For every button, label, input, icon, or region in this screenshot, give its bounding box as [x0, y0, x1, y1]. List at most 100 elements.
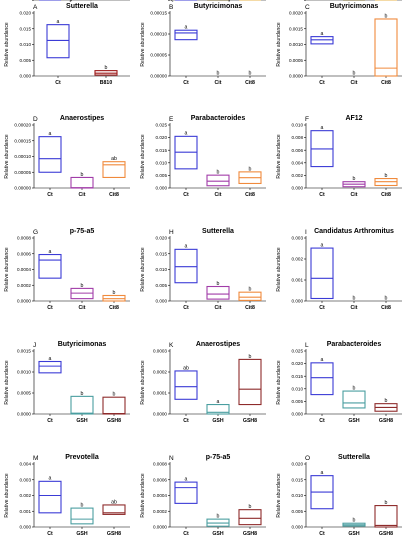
chart-title: AF12: [345, 115, 362, 122]
y-tick-label: 0.010: [292, 493, 304, 498]
y-axis-label: Relative abundance: [0, 0, 22, 2]
x-tick-label: Ct: [319, 531, 325, 537]
y-tick-label: 0.0006: [153, 477, 167, 482]
y-axis-label: Relative abundance: [4, 473, 10, 517]
x-tick-label: GSH8: [379, 531, 393, 537]
panel-letter: H: [169, 229, 174, 236]
y-tick-label: 0.001: [20, 509, 32, 514]
y-tick-label: 0.000: [20, 525, 32, 530]
significance-letter: a: [321, 31, 324, 37]
significance-letter: a: [321, 470, 324, 476]
x-tick-label: Cit8: [245, 305, 255, 311]
box-ct: [38, 136, 62, 173]
y-tick-label: 0.00010: [150, 0, 167, 1]
y-tick-label: 0.0000: [289, 74, 303, 79]
y-tick-label: 0.0010: [289, 42, 303, 47]
panel-i: I Candidatus Arthromitus Relative abundanc…: [276, 228, 402, 311]
x-tick-label: MT: [214, 0, 222, 2]
significance-letter: a: [49, 0, 52, 2]
panel-p: P Butyricimonas Relative abundance0.00000.…: [0, 0, 130, 2]
y-tick-label: 0.0006: [17, 251, 31, 256]
y-axis-label: Relative abundance: [140, 247, 146, 291]
significance-letter: b: [385, 296, 388, 302]
panel-q: QAnaerostipesRelative abundance0.000000.…: [0, 0, 266, 2]
x-tick-label: Ct: [183, 0, 189, 2]
box-gsh: [206, 403, 230, 415]
significance-letter: b: [353, 296, 356, 302]
significance-letter: a: [185, 0, 188, 2]
y-tick-label: 0.00005: [150, 53, 167, 58]
significance-letter: a: [49, 131, 52, 137]
y-tick-label: 0.000: [156, 299, 168, 304]
y-tick-label: 0.010: [156, 160, 168, 165]
significance-letter: a: [185, 25, 188, 31]
y-tick-label: 0.0005: [17, 0, 31, 1]
x-tick-label: Cit8: [381, 80, 391, 86]
significance-letter: b: [385, 13, 388, 19]
y-tick-label: 0.025: [292, 349, 304, 354]
y-tick-label: 0.0008: [153, 462, 167, 467]
y-tick-label: 0.000: [292, 412, 304, 417]
y-tick-label: 0.0003: [153, 349, 167, 354]
significance-letter: a: [185, 244, 188, 250]
x-tick-label: GSH: [348, 531, 359, 537]
panel-letter: N: [169, 455, 174, 462]
y-tick-label: 0.00004: [286, 0, 303, 1]
x-tick-label: Cit8: [245, 192, 255, 198]
box-ct: [174, 370, 198, 400]
significance-letter: b: [249, 504, 252, 510]
significance-letter: b: [249, 287, 252, 293]
y-tick-label: 0.020: [156, 236, 168, 241]
y-tick-label: 0.00008: [286, 0, 303, 1]
y-tick-label: 0.00020: [14, 123, 31, 128]
y-tick-label: 0.000: [292, 299, 304, 304]
y-tick-label: 0.00006: [286, 0, 303, 1]
x-tick-label: B810: [100, 80, 113, 86]
x-tick-label: GSH: [212, 418, 223, 424]
panel-letter: Q: [169, 0, 174, 2]
y-tick-label: 0.020: [20, 11, 32, 16]
panel-h: H Sutterella Relative abundance 0.000 0.005 0…: [140, 228, 266, 311]
y-tick-label: 0.0002: [153, 509, 167, 514]
y-axis-label: Relative abundance: [4, 134, 10, 178]
y-tick-label: 0.020: [292, 361, 304, 366]
significance-letter: b: [217, 170, 220, 176]
x-tick-label: Ct: [55, 80, 61, 86]
y-tick-label: 0.00010: [286, 0, 303, 1]
panel-r: RPseudomonasRelative abundance0.000000.0…: [0, 0, 402, 2]
box-ct: [38, 253, 62, 279]
panel-m: M Prevotella Relative abundance 0.000 0.001 0…: [4, 454, 130, 537]
y-tick-label: 0.015: [292, 374, 304, 379]
chart-title: Butyricimonas: [58, 341, 107, 348]
panel-letter: M: [33, 455, 38, 462]
significance-letter: a: [49, 476, 52, 482]
box-gsh8: [374, 505, 398, 528]
y-tick-label: 0.0000: [17, 0, 31, 1]
x-tick-label: GSH8: [243, 531, 257, 537]
x-tick-label: Ct: [319, 192, 325, 198]
significance-letter: ab: [183, 365, 189, 371]
significance-letter: b: [81, 283, 84, 289]
chart-title: Anaerostipes: [60, 115, 104, 122]
y-tick-label: 0.00010: [150, 32, 167, 37]
significance-letter: b: [113, 392, 116, 398]
significance-letter: a: [321, 242, 324, 248]
y-tick-label: 0.001: [292, 278, 304, 283]
box-gsh: [342, 390, 366, 409]
x-tick-label: Ct: [319, 418, 325, 424]
x-tick-label: GSH: [76, 531, 87, 537]
significance-letter: b: [217, 0, 220, 2]
x-tick-label: GSH8: [243, 418, 257, 424]
significance-letter: a: [321, 357, 324, 363]
y-tick-label: 0.00000: [14, 186, 31, 191]
x-tick-label: Cit: [215, 192, 222, 198]
y-tick-label: 0.0002: [153, 370, 167, 375]
box-ct: [310, 362, 334, 396]
x-tick-label: MT8: [245, 0, 255, 2]
y-axis-label: Relative abundance: [140, 473, 146, 517]
y-tick-label: 0.006: [292, 148, 304, 153]
significance-letter: b: [321, 0, 324, 2]
x-tick-label: Ct: [183, 80, 189, 86]
